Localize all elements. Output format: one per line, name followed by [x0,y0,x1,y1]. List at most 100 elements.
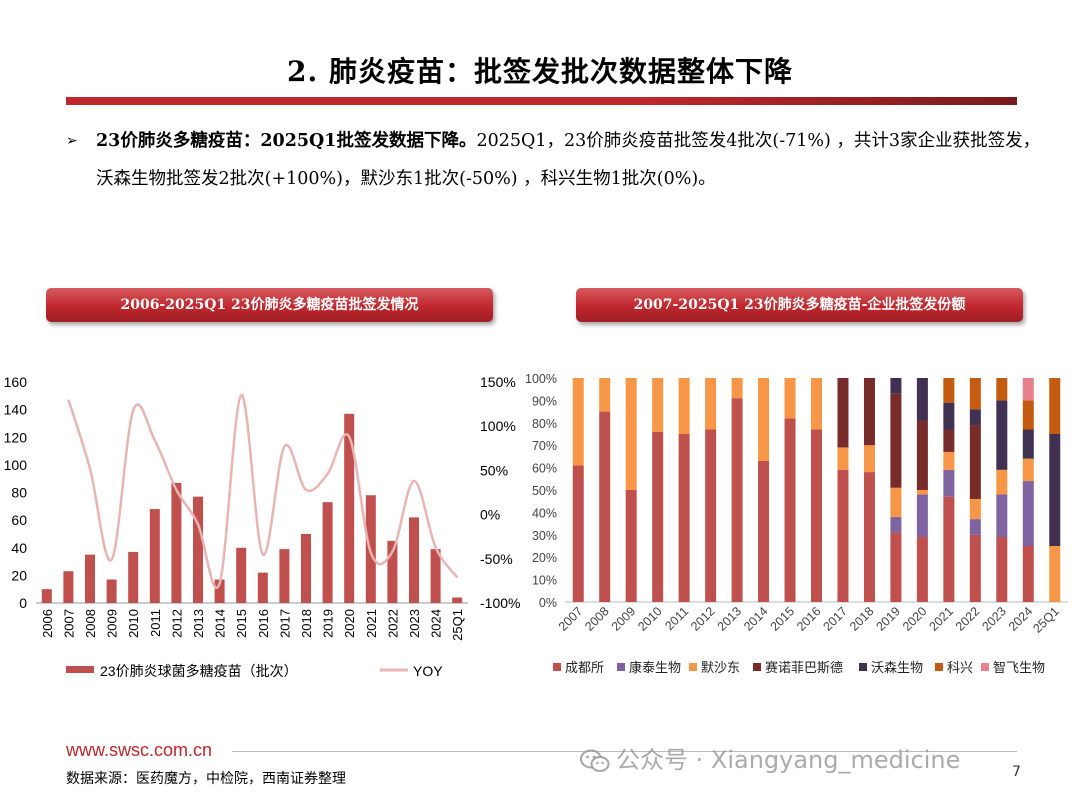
bar [387,540,398,603]
x-axis-tick: 2023 [407,609,422,638]
legend-swatch [753,663,761,671]
y-axis-tick: 50% [532,484,557,498]
right-axis-tick: 0% [480,507,500,523]
x-axis-tick: 2007 [556,604,586,634]
stacked-segment [969,409,981,426]
left-axis-tick: 140 [4,402,28,418]
bar [63,571,74,603]
stacked-segment [837,378,849,448]
legend-label: 康泰生物 [629,660,681,675]
yoy-line [67,393,459,589]
legend-line-label: YOY [413,663,443,679]
y-axis-tick: 70% [532,439,557,453]
stacked-segment [705,378,717,430]
batch-release-chart: 0 20 40 60 80 100 120 140 160 -100% -50% 0% 50% 100% 1… [4,374,521,679]
legend-label: 科兴 [947,660,973,675]
stacked-segment [996,378,1008,401]
x-axis-tick: 2010 [635,604,665,634]
footer-url[interactable]: www.swsc.com.cn [66,740,213,760]
stacked-segment [996,537,1008,602]
x-axis-tick: 25Q1 [1030,604,1062,636]
stacked-segment [678,378,690,434]
stacked-segment [599,411,611,602]
x-axis-tick: 2014 [741,604,771,634]
y-axis-tick: 90% [532,394,557,408]
left-axis-tick: 0 [19,595,27,611]
x-axis-tick: 2021 [364,609,379,638]
bar [85,554,95,603]
stacked-segment [837,469,849,602]
bar [452,597,463,603]
bar [257,572,268,603]
bar [106,579,117,603]
x-axis-tick: 2008 [83,609,98,638]
y-axis-tick: 80% [532,417,557,431]
stacked-segment [916,420,928,490]
stacked-segment [784,378,796,419]
page-title: 2. 肺炎疫苗：批签发批次数据整体下降 [287,55,793,88]
arrow-bullet-icon: ➢ [66,133,78,149]
y-axis-tick: 10% [532,574,557,588]
page-number: 7 [1012,764,1021,780]
stacked-segment [758,460,770,602]
legend-bar-swatch [66,666,94,673]
legend-label: 沃森生物 [871,660,923,675]
stacked-segment [916,537,928,602]
stacked-segment [943,429,955,452]
right-axis-tick: 50% [480,462,508,478]
right-axis-tick: -100% [480,595,520,611]
legend-swatch [553,663,561,671]
watermark-text: 公众号 · Xiangyang_medicine [616,746,961,774]
bullet-bold-text: 23价肺炎多糖疫苗：2025Q1批签发数据下降。 [96,131,477,151]
legend-swatch [981,663,989,671]
x-axis-tick: 2023 [979,604,1009,634]
x-axis-tick: 2020 [900,604,930,634]
legend-label: 默沙东 [701,660,740,675]
x-axis-tick: 2019 [321,609,336,638]
stacked-segment [1022,429,1034,459]
x-axis-tick: 2011 [662,604,691,633]
x-axis-tick: 2012 [169,609,184,638]
left-chart-title: 2006-2025Q1 23价肺炎多糖疫苗批签发情况 [46,288,493,322]
stacked-segment [678,434,690,602]
wechat-icon [580,749,610,772]
x-axis-tick: 2015 [234,609,249,638]
x-axis-tick: 2009 [609,604,639,634]
bar [193,496,203,603]
x-axis-tick: 2016 [256,609,271,638]
stacked-segment [890,516,902,533]
stacked-segment [572,378,584,466]
data-source: 数据来源：医药魔方，中检院，西南证券整理 [66,771,346,787]
x-axis-tick: 2008 [582,604,612,634]
stacked-segment [652,431,664,602]
bullet-body-text: 2025Q1，23价肺炎疫苗批签发4批次(-71%) ，共计3家企业获批签发，沃… [96,131,1041,189]
x-axis-tick: 2018 [847,604,877,634]
stacked-segment [731,378,743,399]
x-axis-tick: 2017 [277,609,292,638]
x-axis-tick: 25Q1 [450,609,465,641]
legend-swatch [859,663,867,671]
x-axis-tick: 2007 [61,609,76,638]
stacked-segment [1022,378,1034,401]
left-axis-tick: 120 [4,429,28,445]
stacked-segment [943,402,955,430]
stacked-segment [890,378,902,394]
stacked-segment [863,472,875,602]
x-axis-tick: 2010 [126,609,141,638]
stacked-segment [969,534,981,602]
x-axis-tick: 2016 [794,604,824,634]
bar [41,589,52,603]
company-share-chart: 0%10%20%30%40%50%60%70%80%90%100%2007200… [525,372,1068,675]
legend-swatch [617,663,625,671]
x-axis-tick: 2009 [105,609,120,638]
stacked-segment [1022,546,1034,602]
watermark: 公众号 · Xiangyang_medicine [580,740,960,775]
x-axis-tick: 2017 [821,604,851,634]
x-axis-tick: 2011 [148,609,163,637]
stacked-segment [863,445,875,473]
stacked-segment [916,494,928,538]
legend-label: 成都所 [565,660,604,675]
stacked-segment [758,378,770,461]
bar [409,517,419,603]
left-axis-tick: 100 [4,457,28,473]
